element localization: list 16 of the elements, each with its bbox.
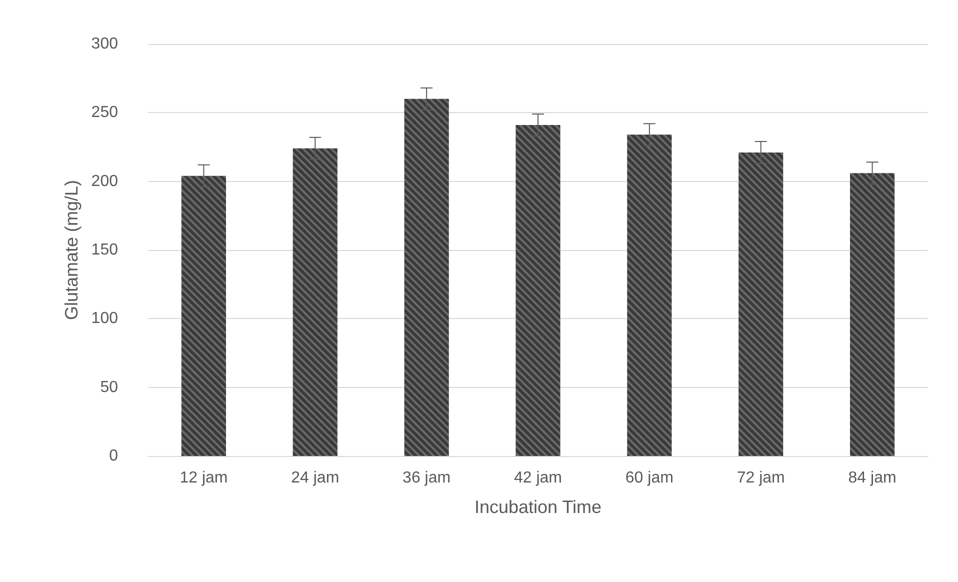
- y-tick-label: 300: [91, 36, 118, 52]
- y-tick-label: 0: [109, 448, 118, 464]
- x-tick-label: 36 jam: [402, 470, 451, 486]
- x-axis-title: Incubation Time: [474, 497, 602, 517]
- x-tick-label: 12 jam: [180, 470, 228, 486]
- x-tick-label: 60 jam: [625, 470, 674, 486]
- x-tick-label: 84 jam: [848, 470, 896, 486]
- x-tick-label: 24 jam: [291, 470, 340, 486]
- y-tick-label: 50: [100, 378, 118, 396]
- y-tick-label: 250: [91, 104, 118, 122]
- x-tick-label: 72 jam: [736, 470, 785, 486]
- x-tick-label: 42 jam: [514, 470, 562, 486]
- y-axis-title: Glutamate (mg/L): [61, 180, 82, 320]
- y-tick-label: 100: [91, 310, 118, 328]
- y-tick-label: 200: [91, 172, 118, 190]
- y-tick-label: 150: [91, 242, 118, 258]
